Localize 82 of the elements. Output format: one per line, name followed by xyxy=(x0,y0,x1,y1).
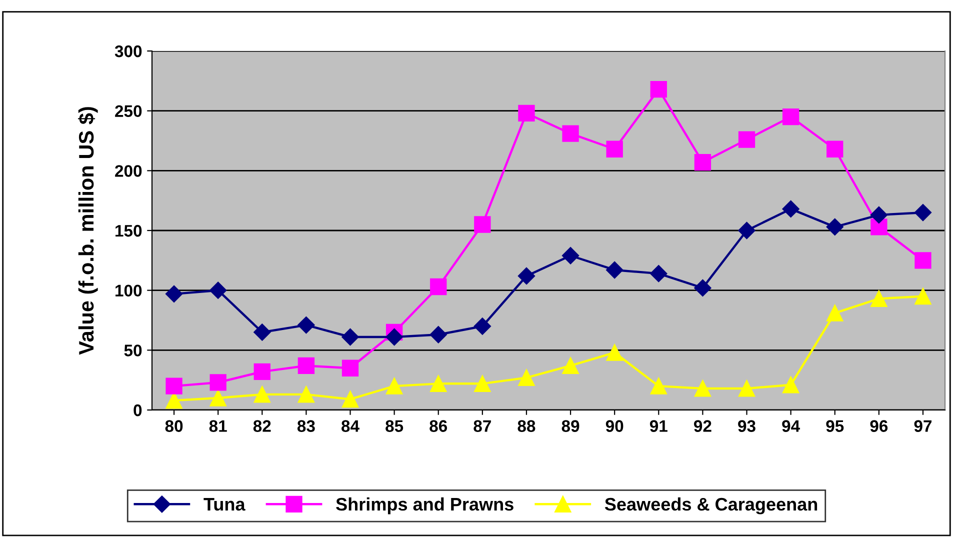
x-tick-label: 86 xyxy=(430,420,448,432)
x-tick-label: 93 xyxy=(738,420,756,432)
point xyxy=(870,206,888,224)
point xyxy=(474,375,491,392)
point xyxy=(474,318,491,335)
point xyxy=(298,357,315,374)
point xyxy=(738,131,756,148)
y-tick-label: 300 xyxy=(114,45,142,58)
y-tick-label: 150 xyxy=(116,224,142,237)
x-tick-label: 92 xyxy=(694,420,712,432)
legend-label: Tuna xyxy=(204,498,246,511)
point xyxy=(342,360,359,376)
y-tick-label: 250 xyxy=(115,105,142,118)
point xyxy=(518,104,535,122)
x-tick-label: 81 xyxy=(209,420,227,432)
point xyxy=(782,108,800,126)
point xyxy=(298,316,315,334)
x-tick-label: 96 xyxy=(870,420,888,432)
point xyxy=(914,252,932,269)
x-tick-label: 84 xyxy=(342,420,360,432)
x-tick-label: 94 xyxy=(782,420,800,432)
x-tick-label: 83 xyxy=(297,420,315,432)
point xyxy=(210,390,226,406)
x-tick-label: 91 xyxy=(650,420,668,432)
point xyxy=(826,140,844,158)
point xyxy=(562,247,580,264)
point xyxy=(694,154,712,171)
y-tick-label: 50 xyxy=(124,344,142,356)
point xyxy=(914,204,932,222)
point xyxy=(650,80,667,98)
point xyxy=(210,282,227,299)
point xyxy=(518,267,536,285)
point xyxy=(165,285,183,302)
point xyxy=(210,374,226,391)
legend-label: Shrimps and Prawns xyxy=(336,497,514,514)
point xyxy=(914,288,932,305)
point xyxy=(166,392,182,409)
point xyxy=(870,218,888,236)
point xyxy=(870,290,888,308)
point xyxy=(606,140,623,158)
x-tick-label: 80 xyxy=(165,420,183,432)
point xyxy=(430,375,447,392)
y-tick-label: 0 xyxy=(134,404,142,416)
point xyxy=(386,378,403,394)
point xyxy=(650,378,667,394)
point xyxy=(782,200,800,218)
point xyxy=(254,363,270,380)
point xyxy=(782,376,800,394)
legend-label: Seaweeds & Carageenan xyxy=(604,497,818,514)
y-tick-label: 100 xyxy=(116,284,142,297)
x-tick-label: 95 xyxy=(826,420,844,432)
point xyxy=(694,279,712,296)
point xyxy=(562,357,579,374)
y-axis-title: Value (f.o.b. million US $) xyxy=(78,107,98,355)
point xyxy=(650,265,668,282)
x-tick-label: 82 xyxy=(253,420,271,432)
point xyxy=(562,125,579,142)
point xyxy=(826,304,844,322)
point xyxy=(738,380,756,397)
point xyxy=(254,324,271,341)
point xyxy=(694,380,712,397)
point xyxy=(738,222,756,240)
point xyxy=(342,328,359,346)
x-tick-label: 97 xyxy=(914,420,932,432)
point xyxy=(386,328,403,346)
point xyxy=(606,344,623,361)
point xyxy=(166,378,182,394)
point xyxy=(518,369,535,386)
y-tick-label: 200 xyxy=(115,165,142,177)
point xyxy=(826,218,844,236)
point xyxy=(254,386,270,403)
point xyxy=(342,390,359,408)
point xyxy=(430,278,447,296)
point xyxy=(474,216,491,233)
x-tick-label: 88 xyxy=(518,420,536,432)
point xyxy=(430,326,447,344)
point xyxy=(606,261,624,279)
x-tick-label: 87 xyxy=(474,420,491,432)
x-tick-label: 89 xyxy=(562,420,580,432)
x-tick-label: 90 xyxy=(606,420,624,432)
x-tick-label: 85 xyxy=(386,420,404,432)
point xyxy=(298,386,315,403)
